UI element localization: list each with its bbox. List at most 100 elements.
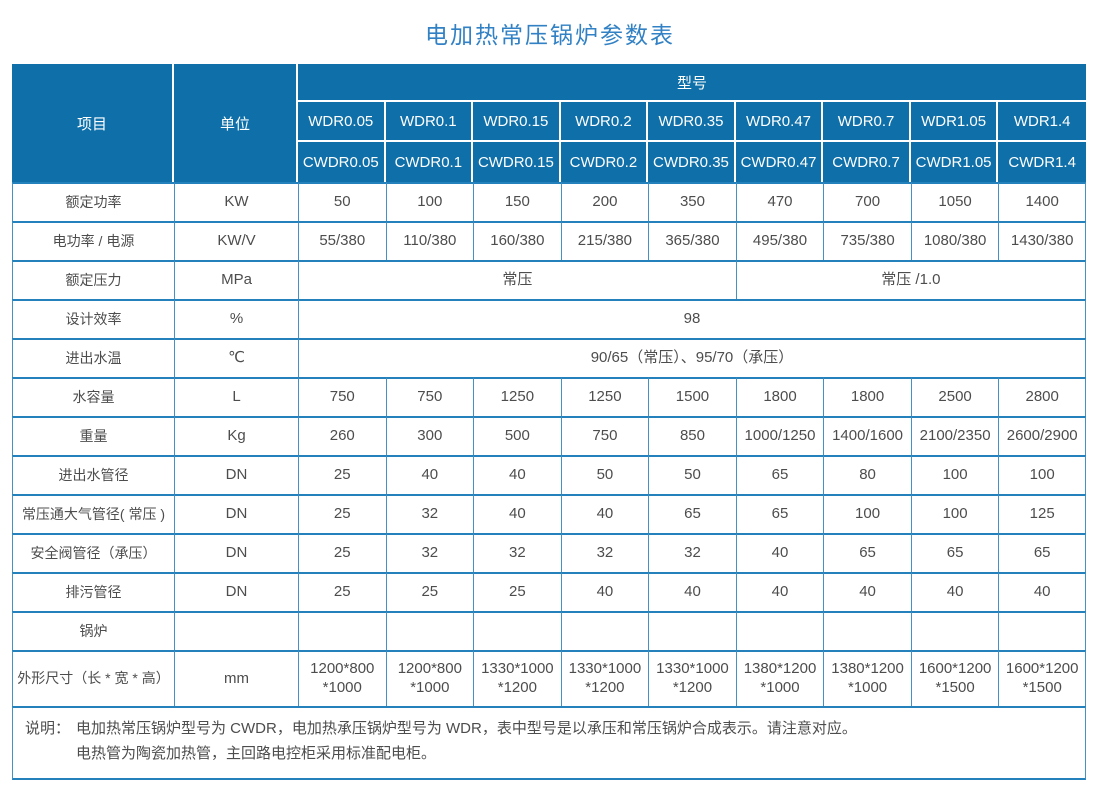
table-row: 设计效率% 98	[12, 299, 1086, 338]
value-cell: 160/380	[473, 221, 561, 260]
value-cell: 40	[473, 455, 561, 494]
table-row: 常压通大气管径( 常压 ) DN 25 32 40 40 65 65 100 100 125	[12, 494, 1086, 533]
value-cell: 40	[735, 533, 824, 572]
table-row: 排污管径 DN 25 25 25 40 40 40 40 40 40	[12, 572, 1086, 611]
model-header-cell: CWDR0.7	[823, 142, 911, 182]
row-label: 常压通大气管径( 常压 )	[12, 494, 174, 533]
value-cell: 40	[823, 572, 911, 611]
value-cell	[560, 611, 649, 650]
value-cell: 40	[998, 572, 1086, 611]
value-cell: 40	[648, 572, 736, 611]
value-cell: 1250	[473, 377, 561, 416]
value-cell: 365/380	[648, 221, 736, 260]
model-header-cell: CWDR0.05	[298, 142, 386, 182]
value-cell: 1430/380	[998, 221, 1086, 260]
model-header-cell: CWDR0.47	[735, 142, 824, 182]
value-cell: 2600/2900	[998, 416, 1086, 455]
value-cell: 32	[385, 494, 474, 533]
table-row: 额定压力 MPa 常压 常压 /1.0	[12, 260, 1086, 299]
model-row-wdr: WDR0.05 WDR0.1 WDR0.15 WDR0.2 WDR0.35 WDR0.47…	[12, 102, 1086, 142]
model-header-cell: CWDR0.15	[473, 142, 561, 182]
value-cell: 1800	[735, 377, 824, 416]
row-label: 外形尺寸（长 * 宽 * 高）	[12, 650, 174, 706]
model-header-cell: CWDR0.35	[648, 142, 736, 182]
value-cell: 350	[648, 182, 736, 221]
row-label: 电功率 / 电源	[12, 221, 174, 260]
model-header-cell: CWDR1.05	[910, 142, 999, 182]
value-cell: 100	[910, 494, 999, 533]
model-header-cell: WDR0.05	[298, 102, 386, 142]
value-cell	[998, 611, 1086, 650]
value-cell: 260	[298, 416, 386, 455]
value-cell: 1500	[648, 377, 736, 416]
unit-cell: %	[174, 299, 298, 338]
row-label: 进出水温	[12, 338, 174, 377]
table-row: 锅炉	[12, 611, 1086, 650]
value-cell: 25	[298, 494, 386, 533]
value-cell: 100	[823, 494, 911, 533]
value-cell: 常压	[298, 260, 736, 299]
value-cell: 750	[298, 377, 386, 416]
column-header-item: 项目	[12, 64, 174, 182]
value-cell: 65	[648, 494, 736, 533]
table-row: 电功率 / 电源 KW/V 55/380 110/380 160/380 215/380 3…	[12, 221, 1086, 260]
value-cell: 500	[473, 416, 561, 455]
unit-cell: mm	[174, 650, 298, 706]
value-cell: 1600*1200 *1500	[998, 650, 1086, 706]
row-label: 排污管径	[12, 572, 174, 611]
value-cell: 2800	[998, 377, 1086, 416]
value-cell: 100	[385, 182, 474, 221]
row-label: 进出水管径	[12, 455, 174, 494]
value-cell: 1600*1200 *1500	[910, 650, 999, 706]
note-line: 电加热常压锅炉型号为 CWDR，电加热承压锅炉型号为 WDR，表中型号是以承压和…	[76, 720, 857, 737]
value-cell: 65	[998, 533, 1086, 572]
model-header-cell: CWDR1.4	[998, 142, 1086, 182]
unit-cell: KW/V	[174, 221, 298, 260]
unit-cell	[174, 611, 298, 650]
value-cell: 215/380	[560, 221, 649, 260]
value-cell: 125	[998, 494, 1086, 533]
value-cell: 40	[560, 494, 649, 533]
model-row-cwdr: CWDR0.05 CWDR0.1 CWDR0.15 CWDR0.2 CWDR0.35 CW…	[12, 142, 1086, 182]
note-cell: 说明： 电加热常压锅炉型号为 CWDR，电加热承压锅炉型号为 WDR，表中型号是…	[12, 706, 1086, 780]
value-cell: 25	[298, 533, 386, 572]
row-label: 重量	[12, 416, 174, 455]
value-cell: 25	[298, 455, 386, 494]
value-cell: 25	[473, 572, 561, 611]
model-header-cell: WDR0.35	[648, 102, 736, 142]
row-label: 安全阀管径（承压）	[12, 533, 174, 572]
value-cell: 200	[560, 182, 649, 221]
unit-cell: DN	[174, 455, 298, 494]
model-header-cell: WDR0.47	[735, 102, 824, 142]
unit-cell: DN	[174, 533, 298, 572]
model-header-cell: CWDR0.1	[385, 142, 474, 182]
unit-cell: DN	[174, 572, 298, 611]
value-cell: 80	[823, 455, 911, 494]
model-header-cell: WDR1.05	[910, 102, 999, 142]
value-cell: 常压 /1.0	[735, 260, 1086, 299]
row-label: 额定功率	[12, 182, 174, 221]
value-cell: 50	[648, 455, 736, 494]
value-cell: 40	[735, 572, 824, 611]
note-prefix: 说明：	[25, 720, 71, 737]
unit-cell: ℃	[174, 338, 298, 377]
model-header-cell: WDR0.2	[560, 102, 649, 142]
table-row: 重量 Kg 260 300 500 750 850 1000/1250 1400/1600 210…	[12, 416, 1086, 455]
value-cell: 90/65（常压）、95/70（承压）	[298, 338, 1086, 377]
value-cell: 1330*1000 *1200	[473, 650, 561, 706]
value-cell: 98	[298, 299, 1086, 338]
table-row: 安全阀管径（承压） DN 25 32 32 32 32 40 65 65 65	[12, 533, 1086, 572]
unit-cell: MPa	[174, 260, 298, 299]
value-cell: 65	[910, 533, 999, 572]
table-row: 进出水温 ℃ 90/65（常压）、95/70（承压）	[12, 338, 1086, 377]
column-header-unit: 单位	[174, 64, 298, 182]
note-lines: 电加热常压锅炉型号为 CWDR，电加热承压锅炉型号为 WDR，表中型号是以承压和…	[76, 717, 1075, 767]
row-label: 设计效率	[12, 299, 174, 338]
model-header-cell: WDR0.1	[385, 102, 474, 142]
value-cell: 25	[385, 572, 474, 611]
table-row: 额定功率 KW 50 100 150 200 350 470 700 1050 1400	[12, 182, 1086, 221]
value-cell: 700	[823, 182, 911, 221]
note-line: 电热管为陶瓷加热管，主回路电控柜采用标准配电柜。	[76, 744, 437, 762]
value-cell: 25	[298, 572, 386, 611]
value-cell	[735, 611, 824, 650]
